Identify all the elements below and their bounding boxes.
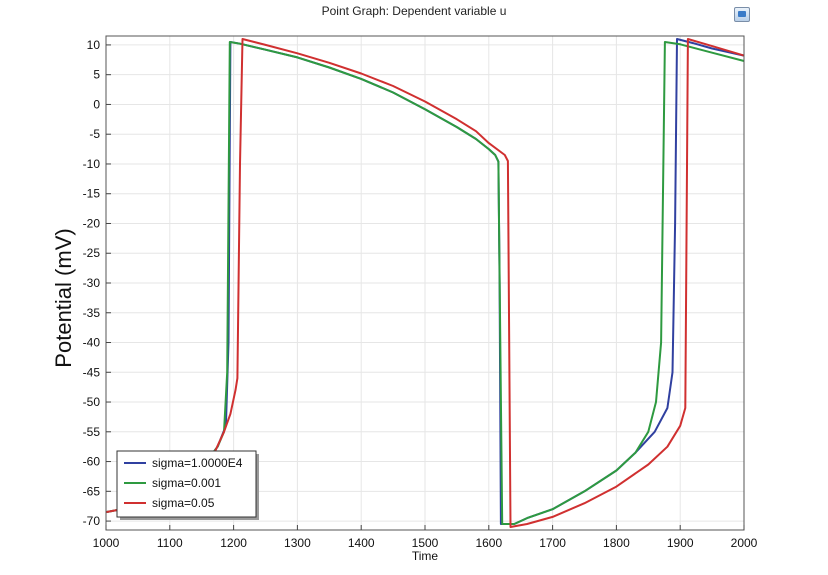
y-axis-label: Potential (mV) (51, 228, 76, 367)
y-tick-label: 5 (93, 68, 100, 82)
legend-label: sigma=0.001 (152, 476, 221, 490)
y-tick-label: 10 (87, 38, 101, 52)
y-tick-label: -55 (83, 425, 101, 439)
export-icon-glyph (738, 11, 746, 17)
chart-title: Point Graph: Dependent variable u (321, 4, 507, 18)
x-tick-label: 2000 (731, 536, 758, 550)
series-line-3 (105, 38, 745, 528)
y-tick-label: -65 (83, 484, 101, 498)
y-tick-label: -10 (83, 157, 101, 171)
legend-items: sigma=1.0000E4 sigma=0.001 sigma=0.05 (124, 456, 243, 510)
y-tick-label: -50 (83, 395, 101, 409)
legend-label: sigma=0.05 (152, 496, 215, 510)
x-ticks: 1000 1100 1200 1300 1400 1500 1600 1700 1800 1900… (93, 525, 758, 550)
series-lines (105, 38, 745, 528)
y-tick-label: -70 (83, 514, 101, 528)
series-line-2 (105, 41, 745, 525)
y-tick-label: 0 (93, 97, 100, 111)
y-tick-label: -35 (83, 306, 101, 320)
y-tick-label: -5 (89, 127, 100, 141)
x-tick-label: 1900 (667, 536, 694, 550)
x-tick-label: 1600 (475, 536, 502, 550)
y-tick-label: -45 (83, 365, 101, 379)
y-tick-label: -20 (83, 216, 101, 230)
x-tick-label: 1300 (284, 536, 311, 550)
y-tick-label: -30 (83, 276, 101, 290)
x-tick-label: 1800 (603, 536, 630, 550)
image-export-icon[interactable] (734, 7, 750, 22)
y-tick-label: -15 (83, 187, 101, 201)
y-ticks: 10 5 0 -5 -10 -15 -20 -25 -30 -35 -40 -45 -50 -55 -60 -… (83, 38, 111, 528)
y-tick-label: -25 (83, 246, 101, 260)
x-tick-label: 1500 (412, 536, 439, 550)
y-tick-label: -60 (83, 455, 101, 469)
x-tick-label: 1000 (93, 536, 120, 550)
x-tick-label: 1100 (157, 536, 183, 550)
x-tick-label: 1200 (220, 536, 247, 550)
y-tick-label: -40 (83, 336, 101, 350)
x-axis-label: Time (412, 549, 439, 563)
legend-label: sigma=1.0000E4 (152, 456, 243, 470)
legend: sigma=1.0000E4 sigma=0.001 sigma=0.05 (116, 450, 259, 520)
x-tick-label: 1400 (348, 536, 375, 550)
x-tick-label: 1700 (539, 536, 566, 550)
